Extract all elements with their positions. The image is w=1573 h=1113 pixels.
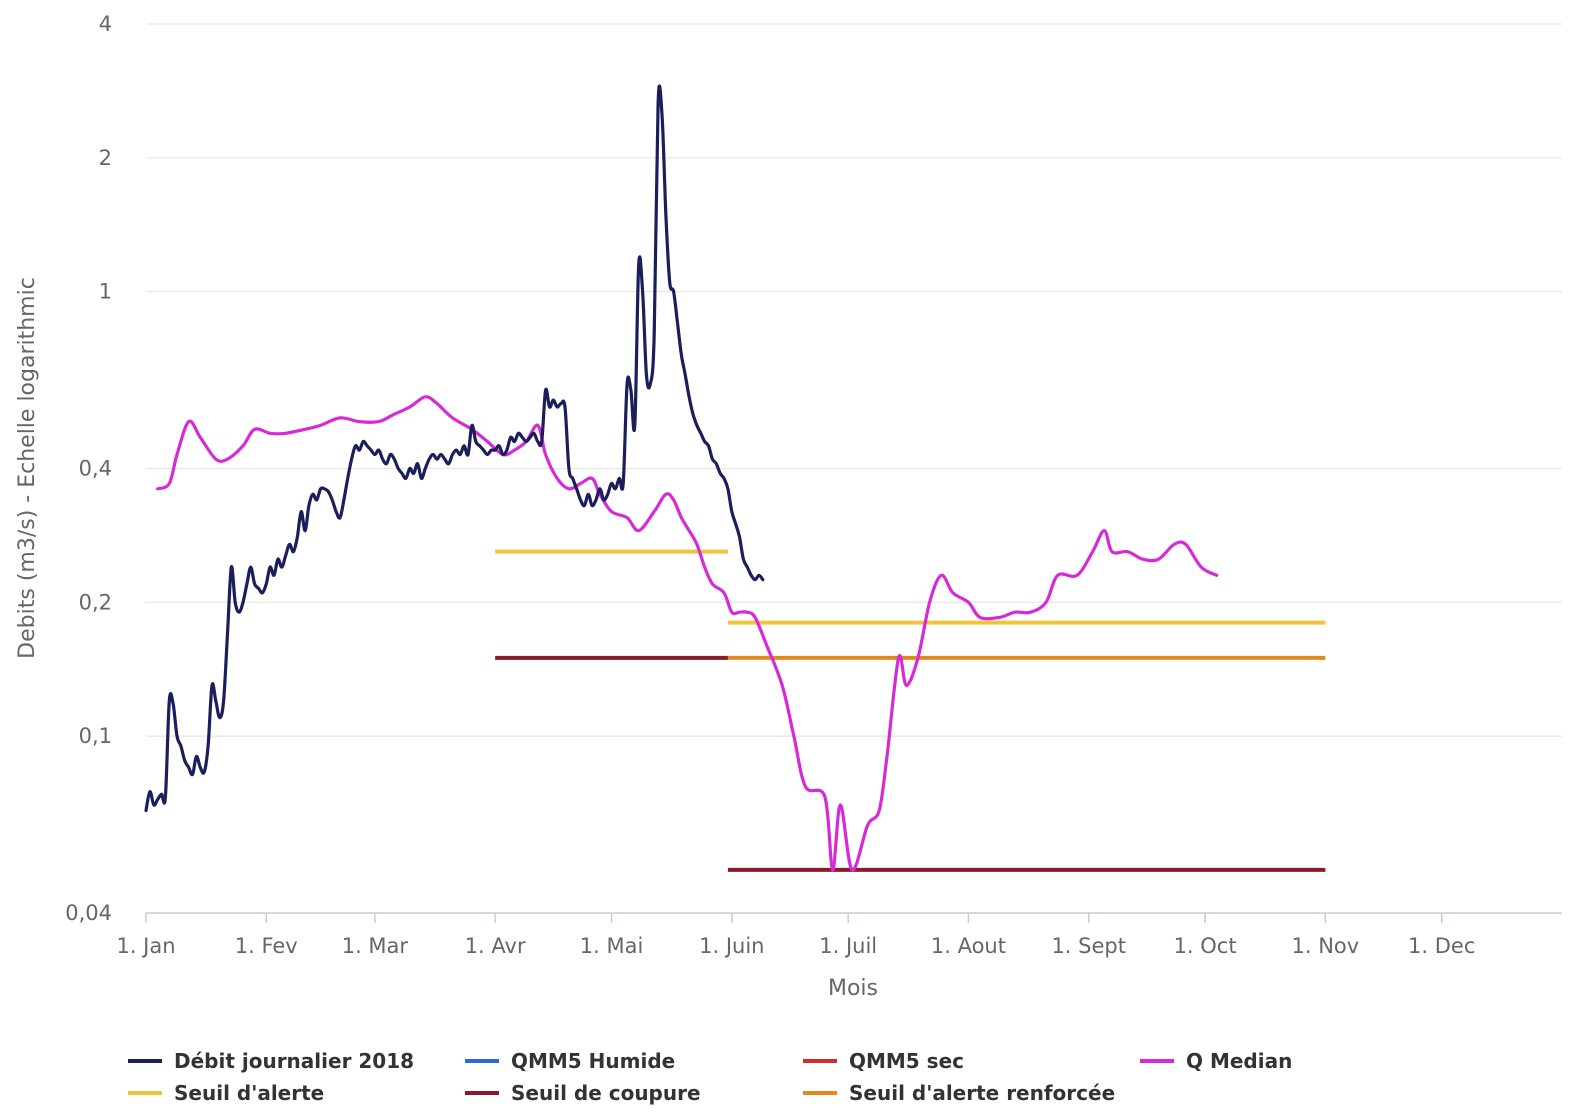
legend-item-qmm5-sec[interactable]: QMM5 sec <box>803 1049 964 1073</box>
legend-label: Seuil d'alerte renforcée <box>849 1081 1115 1105</box>
y-tick-label: 2 <box>99 146 112 170</box>
y-tick-label: 1 <box>99 280 112 304</box>
legend-item-qmm5-humide[interactable]: QMM5 Humide <box>465 1049 675 1073</box>
threshold-layer <box>495 549 1326 872</box>
legend: Débit journalier 2018 QMM5 Humide QMM5 sec… <box>128 1049 1292 1105</box>
series-line-debit-journalier-2018 <box>144 84 765 813</box>
grid-layer <box>146 23 1562 737</box>
x-tick-label: 1. Jan <box>116 934 175 958</box>
axis-layer: 0,04 0,1 0,2 0,4 1 2 4 1. Jan 1. Fev 1. Mar 1. Avr… <box>65 12 1562 958</box>
x-tick-label: 1. Avr <box>465 934 526 958</box>
legend-item-q-median[interactable]: Q Median <box>1140 1049 1292 1073</box>
y-axis-title: Debits (m3/s) - Echelle logarithmic <box>15 277 40 659</box>
legend-item-debit-journalier-2018[interactable]: Débit journalier 2018 <box>128 1049 414 1073</box>
x-tick-label: 1. Sept <box>1051 934 1126 958</box>
legend-label: Seuil de coupure <box>511 1081 701 1105</box>
series-layer <box>144 84 1219 872</box>
x-tick-label: 1. Juin <box>699 934 764 958</box>
legend-label: QMM5 Humide <box>511 1049 675 1073</box>
legend-label: Débit journalier 2018 <box>174 1049 414 1073</box>
x-tick-label: 1. Dec <box>1408 934 1475 958</box>
y-tick-label: 4 <box>99 12 112 36</box>
x-tick-label: 1. Juil <box>819 934 877 958</box>
legend-item-seuil-d-alerte-renforcee[interactable]: Seuil d'alerte renforcée <box>803 1081 1115 1105</box>
y-tick-label: 0,1 <box>79 724 112 748</box>
x-tick-label: 1. Mar <box>342 934 409 958</box>
legend-item-seuil-d-alerte[interactable]: Seuil d'alerte <box>128 1081 324 1105</box>
legend-label: QMM5 sec <box>849 1049 964 1073</box>
y-tick-label: 0,2 <box>79 590 112 614</box>
x-tick-label: 1. Oct <box>1174 934 1237 958</box>
x-tick-label: 1. Fev <box>235 934 298 958</box>
legend-label: Q Median <box>1186 1049 1292 1073</box>
series-line-q-median <box>156 395 1219 872</box>
legend-label: Seuil d'alerte <box>174 1081 324 1105</box>
x-tick-label: 1. Mai <box>580 934 644 958</box>
legend-item-seuil-de-coupure[interactable]: Seuil de coupure <box>465 1081 701 1105</box>
x-axis-title: Mois <box>828 976 878 1001</box>
y-tick-label: 0,04 <box>65 901 112 925</box>
y-tick-label: 0,4 <box>79 457 112 481</box>
x-tick-label: 1. Aout <box>931 934 1006 958</box>
x-tick-label: 1. Nov <box>1292 934 1360 958</box>
